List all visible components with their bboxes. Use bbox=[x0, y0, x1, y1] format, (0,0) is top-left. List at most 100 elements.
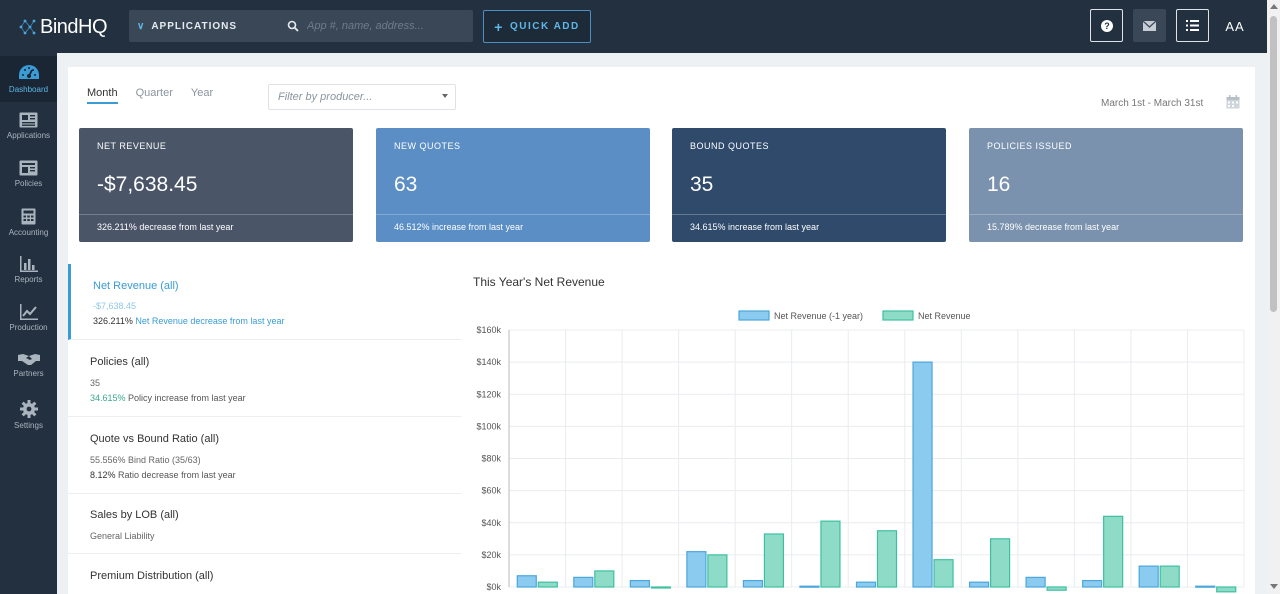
bar-this-year bbox=[1103, 515, 1124, 588]
net-revenue-chart: This Year's Net Revenue $0k $20k $40k $60k $… bbox=[461, 264, 1255, 594]
quick-add-button[interactable]: + QUICK ADD bbox=[483, 10, 591, 43]
caret-down-icon bbox=[442, 94, 448, 98]
stat-value: 55.556% Bind Ratio (35/63) bbox=[90, 455, 201, 465]
user-avatar[interactable]: AA bbox=[1225, 18, 1245, 34]
bar-this-year bbox=[1216, 586, 1237, 593]
card-net-revenue[interactable]: NET REVENUE -$7,638.45 326.211% decrease… bbox=[79, 128, 353, 242]
producer-filter-placeholder: Filter by producer... bbox=[278, 91, 373, 103]
stat-net-revenue[interactable]: Net Revenue (all) -$7,638.45 326.211% Ne… bbox=[68, 264, 461, 340]
sidebar-label-reports: Reports bbox=[14, 275, 43, 284]
card-label: NEW QUOTES bbox=[394, 141, 461, 151]
bar-chart: $0k $20k $40k $60k $80k $100k $120k $140k $160k N… bbox=[476, 310, 1245, 593]
sidebar-item-dashboard[interactable]: Dashboard bbox=[0, 56, 57, 102]
card-footer: 326.211% decrease from last year bbox=[97, 222, 234, 232]
logo-mark-icon bbox=[19, 19, 36, 35]
sidebar-label-accounting: Accounting bbox=[8, 228, 49, 237]
card-new-quotes[interactable]: NEW QUOTES 63 46.512% increase from last… bbox=[376, 128, 650, 242]
help-icon: ? bbox=[1100, 19, 1113, 32]
card-divider bbox=[79, 214, 353, 215]
stat-value: 35 bbox=[90, 378, 101, 388]
stat-sales-by-lob[interactable]: Sales by LOB (all) General Liability bbox=[68, 494, 461, 554]
bar-this-year bbox=[537, 581, 558, 588]
app-search-bar: ∨ APPLICATIONS bbox=[129, 10, 473, 42]
plus-icon: + bbox=[494, 18, 504, 35]
card-divider bbox=[672, 214, 946, 215]
stat-change-pct: 34.615% bbox=[90, 393, 126, 403]
stat-quote-bound-ratio[interactable]: Quote vs Bound Ratio (all) 55.556% Bind … bbox=[68, 417, 461, 494]
sidebar-item-partners[interactable]: Partners bbox=[0, 344, 57, 390]
bar-this-year bbox=[594, 570, 615, 588]
stat-title: Net Revenue (all) bbox=[93, 280, 179, 292]
card-policies-issued[interactable]: POLICIES ISSUED 16 15.789% decrease from… bbox=[969, 128, 1243, 242]
y-tick-label: $60k bbox=[481, 486, 501, 496]
stat-change-pct: 8.12% bbox=[90, 470, 116, 480]
logo[interactable]: BindHQ bbox=[18, 14, 108, 40]
bar-this-year bbox=[763, 533, 785, 588]
y-tick-label: $20k bbox=[481, 550, 501, 560]
stat-title: Quote vs Bound Ratio (all) bbox=[90, 433, 220, 445]
card-footer: 34.615% increase from last year bbox=[690, 222, 820, 232]
page-scrollbar[interactable] bbox=[1267, 0, 1280, 594]
sidebar-item-applications[interactable]: Applications bbox=[0, 104, 57, 150]
sidebar-label-settings: Settings bbox=[14, 421, 43, 430]
bar-this-year bbox=[933, 559, 954, 588]
stat-change-text: Ratio decrease from last year bbox=[115, 470, 236, 480]
card-footer: 46.512% increase from last year bbox=[394, 222, 524, 232]
stat-value: General Liability bbox=[90, 531, 155, 541]
sidebar-item-reports[interactable]: Reports bbox=[0, 248, 57, 294]
sidebar-item-accounting[interactable]: Accounting bbox=[0, 200, 57, 246]
bar-this-year bbox=[876, 530, 898, 588]
card-label: NET REVENUE bbox=[97, 141, 167, 151]
y-tick-label: $40k bbox=[481, 518, 501, 528]
producer-filter-dropdown[interactable]: Filter by producer... bbox=[268, 84, 456, 110]
stat-title: Policies (all) bbox=[90, 356, 150, 368]
help-button[interactable]: ? bbox=[1090, 9, 1123, 42]
messages-button[interactable] bbox=[1133, 9, 1166, 42]
gear-icon bbox=[19, 400, 38, 418]
tasks-button[interactable] bbox=[1176, 9, 1209, 42]
chart-title: This Year's Net Revenue bbox=[473, 275, 605, 289]
quick-add-label: QUICK ADD bbox=[509, 21, 580, 32]
sidebar-item-production[interactable]: Production bbox=[0, 296, 57, 342]
tab-month[interactable]: Month bbox=[87, 87, 118, 104]
y-tick-label: $140k bbox=[476, 357, 501, 367]
search-input[interactable] bbox=[307, 20, 467, 32]
dashboard-icon bbox=[18, 65, 39, 79]
logo-text: BindHQ bbox=[40, 15, 108, 38]
bar-this-year bbox=[650, 586, 671, 589]
y-tick-label: $80k bbox=[481, 454, 501, 464]
y-tick-label: $160k bbox=[476, 325, 501, 335]
bar-last-year bbox=[855, 581, 877, 588]
bar-last-year bbox=[1138, 565, 1159, 588]
tab-quarter[interactable]: Quarter bbox=[135, 87, 173, 99]
sidebar-item-policies[interactable]: Policies bbox=[0, 152, 57, 198]
stat-title: Sales by LOB (all) bbox=[90, 509, 179, 521]
date-range-label[interactable]: March 1st - March 31st bbox=[1101, 98, 1204, 109]
bar-this-year bbox=[820, 520, 841, 588]
scroll-down-arrow-icon[interactable] bbox=[1270, 584, 1278, 589]
stat-value: -$7,638.45 bbox=[93, 301, 137, 311]
stat-title: Premium Distribution (all) bbox=[90, 570, 214, 582]
handshake-icon bbox=[17, 354, 40, 365]
policies-icon bbox=[19, 160, 38, 176]
line-chart-icon bbox=[19, 304, 38, 320]
applications-icon bbox=[19, 112, 38, 128]
bar-last-year bbox=[912, 361, 933, 588]
card-label: BOUND QUOTES bbox=[690, 141, 770, 151]
sidebar-item-settings[interactable]: Settings bbox=[0, 392, 57, 438]
stat-policies[interactable]: Policies (all) 35 34.615% Policy increas… bbox=[68, 340, 461, 417]
calendar-icon[interactable] bbox=[1226, 95, 1240, 109]
scroll-thumb[interactable] bbox=[1270, 16, 1277, 312]
sidebar-label-dashboard: Dashboard bbox=[8, 85, 49, 94]
app-type-dropdown[interactable]: ∨ APPLICATIONS bbox=[129, 10, 279, 42]
bar-last-year bbox=[516, 575, 537, 588]
tab-year[interactable]: Year bbox=[190, 87, 214, 99]
stat-premium-distribution[interactable]: Premium Distribution (all) bbox=[68, 554, 461, 594]
legend-label: Net Revenue (-1 year) bbox=[774, 311, 863, 321]
bar-last-year bbox=[629, 579, 650, 588]
card-bound-quotes[interactable]: BOUND QUOTES 35 34.615% increase from la… bbox=[672, 128, 946, 242]
stat-change-text: Policy increase from last year bbox=[125, 393, 246, 403]
stat-change: 34.615% Policy increase from last year bbox=[90, 393, 246, 403]
stat-change: 326.211% Net Revenue decrease from last … bbox=[93, 316, 284, 326]
scroll-up-arrow-icon[interactable] bbox=[1270, 4, 1278, 9]
